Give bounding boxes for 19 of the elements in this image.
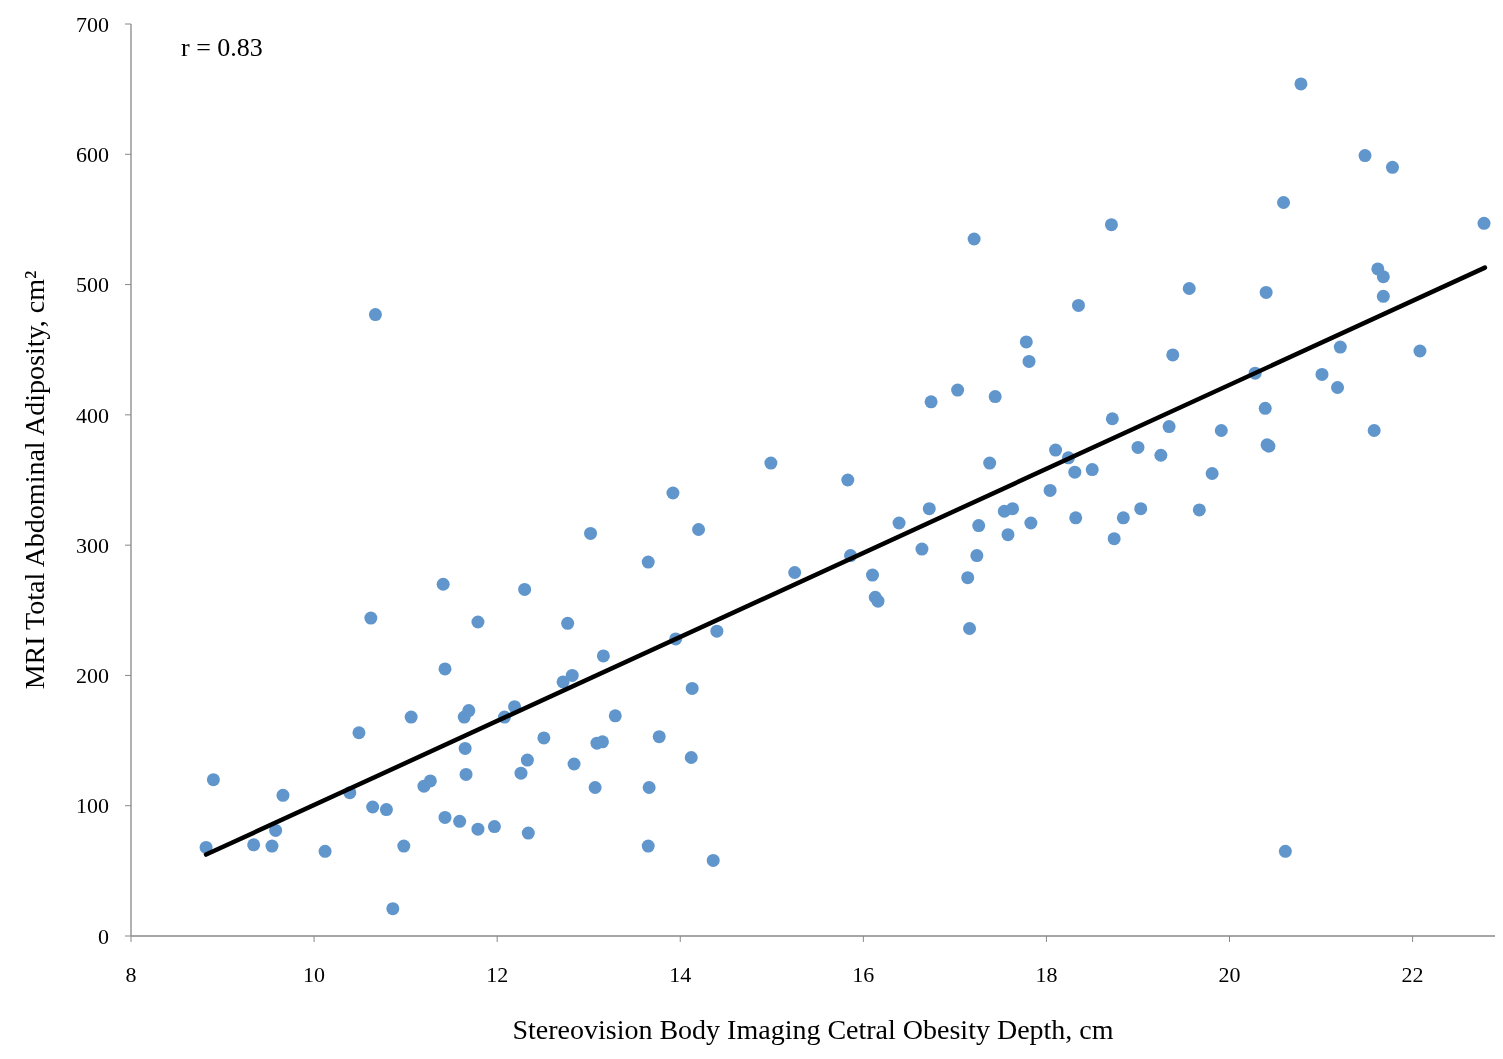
x-tick-label: 20 [1218, 962, 1241, 987]
annotation: r = 0.83 [181, 33, 263, 62]
x-tick-label: 16 [852, 962, 875, 987]
y-axis-title: MRI Total Abdominal Adiposity, cm² [19, 270, 50, 690]
x-tick-label: 18 [1035, 962, 1058, 987]
x-tick-label: 8 [125, 962, 137, 987]
y-tick-label: 100 [76, 793, 109, 819]
y-tick-label: 600 [76, 141, 109, 167]
y-tick-label: 300 [76, 532, 109, 558]
y-tick-label: 0 [98, 923, 109, 949]
y-tick-label: 700 [76, 11, 109, 37]
x-tick-label: 12 [486, 962, 509, 987]
x-axis-title: Stereovision Body Imaging Cetral Obesity Depth, cm [512, 1014, 1114, 1045]
x-tick-label: 10 [303, 962, 326, 987]
y-tick-label: 200 [76, 663, 109, 689]
y-tick-label: 400 [76, 402, 109, 428]
x-tick-label: 22 [1401, 962, 1424, 987]
x-tick-label: 14 [669, 962, 692, 987]
y-tick-label: 500 [76, 272, 109, 298]
